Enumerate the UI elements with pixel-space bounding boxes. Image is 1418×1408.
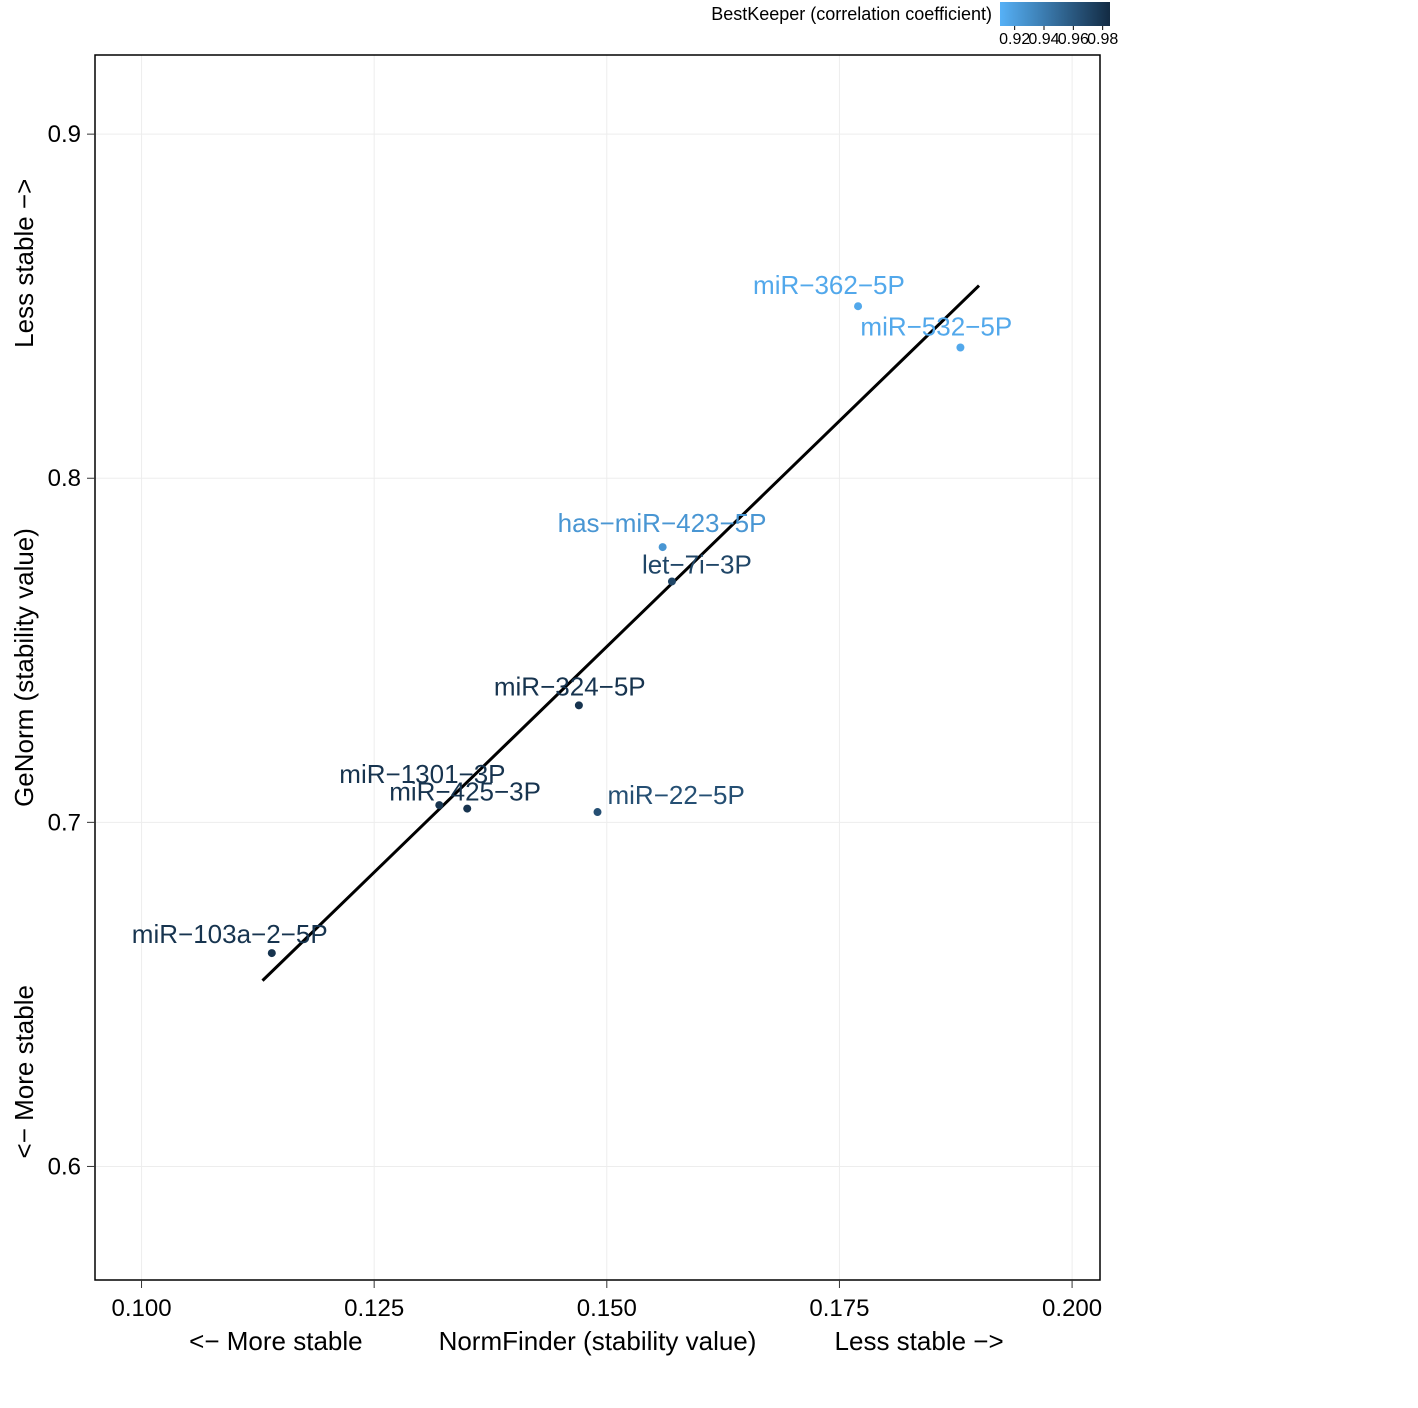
data-point	[956, 343, 964, 351]
y-axis-label: GeNorm (stability value)	[9, 528, 39, 807]
y-tick-label: 0.7	[48, 809, 81, 836]
x-tick-label: 0.200	[1042, 1295, 1102, 1322]
data-point	[268, 949, 276, 957]
chart-svg: miR−103a−2−5PmiR−1301−3PmiR−425−3PmiR−22…	[0, 0, 1418, 1408]
point-label: let−7i−3P	[642, 549, 752, 579]
y-tick-label: 0.8	[48, 465, 81, 492]
point-label: has−miR−423−5P	[558, 508, 767, 538]
x-axis-label: NormFinder (stability value)	[439, 1326, 757, 1356]
legend-title: BestKeeper (correlation coefficient)	[711, 4, 992, 24]
legend-tick-label: 0.94	[1028, 31, 1059, 48]
legend-tick-label: 0.98	[1087, 31, 1118, 48]
scatter-chart: miR−103a−2−5PmiR−1301−3PmiR−425−3PmiR−22…	[0, 0, 1418, 1408]
x-tick-label: 0.125	[344, 1295, 404, 1322]
legend-colorbar	[1000, 2, 1110, 26]
y-top-annotation: Less stable −>	[9, 179, 39, 348]
data-point	[659, 543, 667, 551]
point-label: miR−362−5P	[753, 270, 905, 300]
point-label: miR−22−5P	[608, 780, 745, 810]
x-tick-label: 0.100	[111, 1295, 171, 1322]
data-point	[575, 701, 583, 709]
x-tick-label: 0.175	[809, 1295, 869, 1322]
point-label: miR−425−3P	[389, 777, 541, 807]
legend-tick-label: 0.92	[999, 31, 1030, 48]
x-right-annotation: Less stable −>	[835, 1326, 1004, 1356]
y-tick-label: 0.6	[48, 1153, 81, 1180]
legend-tick-label: 0.96	[1058, 31, 1089, 48]
data-point	[594, 808, 602, 816]
point-label: miR−324−5P	[494, 671, 646, 701]
y-bottom-annotation: <− More stable	[9, 985, 39, 1158]
y-tick-label: 0.9	[48, 121, 81, 148]
point-label: miR−103a−2−5P	[132, 919, 328, 949]
data-point	[854, 302, 862, 310]
x-left-annotation: <− More stable	[189, 1326, 362, 1356]
point-label: miR−532−5P	[860, 311, 1012, 341]
x-tick-label: 0.150	[577, 1295, 637, 1322]
